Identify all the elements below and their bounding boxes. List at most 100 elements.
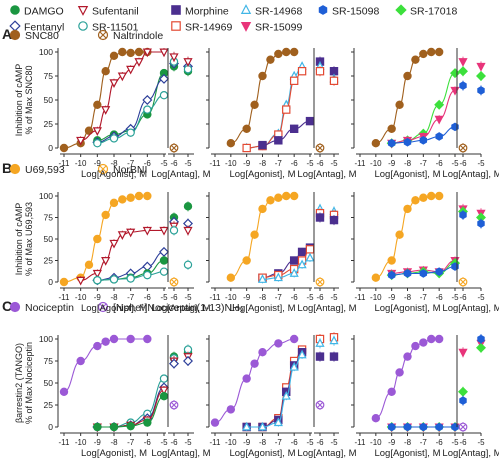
x-tick-label: -11 — [59, 293, 71, 302]
antag-x-tick-label: -6 — [316, 293, 324, 302]
panel-b-2: -11 -10 -9 -8 -7 -6 -5 Log[Agonist], M — [206, 191, 315, 314]
data-point-u69-593 — [395, 230, 404, 239]
data-point-sr-15098 — [387, 138, 396, 148]
y-tick-label: 0 — [48, 422, 53, 432]
row-a-ylabel-2: % of Max SNC80 — [24, 65, 34, 134]
data-point-sufentanil — [76, 136, 86, 146]
data-point-sr-15098 — [403, 269, 412, 278]
data-point-sr-15098 — [387, 270, 396, 280]
data-point-morphine — [289, 256, 299, 265]
data-point-morphine — [297, 247, 307, 257]
legend-sr-15098-label: SR-15098 — [332, 6, 379, 18]
data-point-sr-11501 — [93, 138, 102, 148]
antagonist-point-sr-17018 — [458, 386, 468, 397]
antagonist-point-sr-15099 — [458, 348, 468, 358]
y-tick-label: 50 — [44, 378, 54, 388]
data-point-snc80 — [274, 49, 283, 59]
data-point-sr-11501 — [109, 275, 119, 284]
row-a-agonist-label: SNC80 — [25, 30, 59, 42]
x-axis-title: Log[Agonist], M — [374, 448, 440, 459]
x-tick-label: -9 — [388, 293, 396, 302]
row-b-ylabel-1: Inhibition of cAMP — [14, 203, 24, 276]
x-tick-label: -8 — [259, 293, 267, 302]
data-point-sufentanil — [159, 226, 169, 236]
data-point-sr-11501 — [159, 90, 169, 100]
panel-b-1: 0 25 50 75 100 -11 -10 -9 -8 -7 -6 -5 Log[Agonist], … — [39, 191, 169, 314]
x-tick-label: -7 — [127, 438, 135, 447]
data-point-u69-593 — [109, 198, 119, 208]
antag-x-tick-label: -6 — [170, 159, 178, 168]
legend-sr-17018-label: SR-17018 — [410, 6, 457, 18]
antag-x-tick-label: -5 — [477, 293, 485, 302]
antagonist-point-sufentanil — [169, 53, 179, 63]
row-c-ylabel-1: βarrestin2 (TANGO) — [14, 343, 24, 423]
data-point-nociceptin — [411, 341, 420, 351]
series-line-morphine — [262, 120, 311, 146]
antagonist-point-sr-17018 — [476, 71, 486, 81]
x-tick-label: -11 — [355, 159, 367, 168]
x-tick-label: -6 — [291, 438, 299, 447]
row-label-c: C — [2, 298, 12, 314]
data-point-sr-11501 — [126, 128, 135, 137]
data-point-damgo — [93, 422, 102, 432]
x-tick-label: -8 — [110, 159, 118, 168]
antagonist-point-sr-15099 — [458, 58, 468, 67]
data-point-damgo — [159, 256, 169, 265]
data-point-snc80 — [395, 100, 404, 110]
data-point-sr-15098 — [435, 132, 443, 141]
x-tick-label: -9 — [388, 159, 396, 168]
series-line-snc80 — [230, 51, 295, 144]
x-tick-label: -7 — [420, 159, 428, 168]
x-axis-title: Log[Agonist], M — [229, 448, 295, 459]
data-point-sr-14969 — [289, 76, 299, 85]
panel-a-1: 0 25 50 75 100 -11 -10 -9 -8 -7 -6 -5 Log[Agonist], … — [39, 47, 169, 180]
data-point-u69-593 — [118, 195, 127, 204]
x-tick-label: -5 — [160, 159, 168, 168]
legend-sr-15099-label: SR-15099 — [255, 22, 302, 34]
x-tick-label: -10 — [370, 438, 382, 447]
x-tick-label: -11 — [355, 438, 367, 447]
y-tick-label: 75 — [44, 71, 54, 81]
data-point-morphine — [274, 136, 283, 145]
data-point-snc80 — [427, 47, 436, 57]
legend-damgo-marker — [10, 5, 20, 15]
antag-x-axis-title: Log[Antag], M — [297, 169, 356, 180]
y-tick-label: 50 — [44, 234, 54, 244]
data-point-sufentanil — [92, 127, 102, 136]
x-axis-title: Log[Agonist], M — [81, 448, 147, 459]
data-point-sr-11501 — [126, 274, 135, 283]
data-point-snc80 — [266, 55, 275, 64]
data-point-sufentanil — [126, 65, 136, 75]
antagonist-point-morphine — [329, 352, 339, 361]
data-point-sr-15098 — [419, 269, 428, 278]
data-point-sufentanil — [109, 239, 119, 249]
data-point-snc80 — [434, 47, 444, 57]
x-tick-label: -5 — [160, 438, 168, 447]
x-tick-label: -10 — [370, 159, 382, 168]
data-point-sr-11501 — [159, 267, 169, 276]
antag-x-tick-label: -6 — [170, 293, 178, 302]
legend-fentanyl-label: Fentanyl — [24, 22, 64, 34]
data-point-u69-593 — [427, 191, 436, 201]
antagonist-point-nociceptin — [458, 422, 468, 432]
data-point-snc80 — [371, 138, 381, 148]
antag-x-tick-label: -5 — [184, 438, 192, 447]
data-point-nociceptin — [210, 418, 220, 427]
antagonist-point-sr-14969 — [329, 76, 339, 85]
antagonist-point-sr-15098 — [477, 334, 485, 344]
antagonist-point-morphine — [315, 213, 325, 222]
data-point-snc80 — [242, 124, 251, 134]
legend-sr-11501-marker — [78, 21, 88, 31]
data-point-snc80 — [118, 47, 127, 57]
data-point-sr-14969 — [282, 105, 291, 114]
panel-c-1: 0 25 50 75 100 -11 -10 -9 -8 -7 -6 -5 Log[Agonist], … — [39, 334, 169, 459]
data-point-u69-593 — [126, 193, 135, 202]
data-point-u69-593 — [93, 234, 102, 244]
x-tick-label: -11 — [210, 438, 222, 447]
row-c-antagonist-label: [Nphe¹]Nociceptin(1-13)NH₂ — [113, 302, 244, 314]
x-tick-label: -10 — [75, 293, 87, 302]
x-tick-label: -11 — [59, 438, 71, 447]
row-a-antagonist-marker — [97, 29, 109, 41]
